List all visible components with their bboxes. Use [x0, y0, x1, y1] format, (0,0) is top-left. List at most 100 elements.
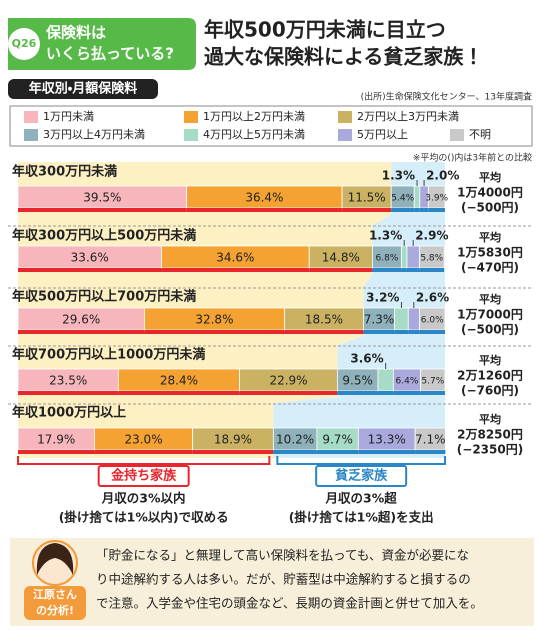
legend-label: 3万円以上4万円未満 — [43, 128, 145, 141]
legend-label: 不明 — [469, 128, 491, 141]
question-box — [8, 18, 196, 70]
badge-circle — [8, 28, 40, 60]
value-label: 18.5% — [305, 313, 343, 327]
underline — [342, 208, 392, 212]
value-label: 9.7% — [322, 433, 353, 447]
legend-label: 1万円以上2万円未満 — [203, 110, 305, 123]
underline — [337, 391, 378, 395]
average-label: 平均 — [479, 353, 501, 367]
legend-swatch — [24, 111, 38, 123]
underline — [144, 330, 285, 334]
source: (出所)生命保険文化センター、13年度調査 — [361, 91, 532, 103]
average-amount: 1万5830円 — [457, 246, 523, 260]
note: ※平均の()内は3年前との比較 — [413, 152, 532, 164]
legend-label: 1万円未満 — [43, 110, 94, 123]
legend-label: 4万円以上5万円未満 — [203, 128, 305, 141]
value-label: 3.9% — [425, 194, 448, 204]
underline — [415, 450, 446, 454]
value-label: 39.5% — [83, 191, 121, 205]
chart-title: 年収別・月額保険料 — [29, 81, 137, 97]
underline — [406, 268, 420, 272]
underline — [391, 208, 415, 212]
value-label: 22.9% — [269, 374, 307, 388]
comment-box — [10, 538, 534, 626]
legend-box — [9, 105, 533, 147]
underline — [419, 330, 445, 334]
row-label: 年収300万円以上500万円未満 — [12, 228, 196, 244]
bar-segment — [394, 307, 409, 331]
value-label: 3.2% — [366, 291, 399, 305]
legend-swatch — [338, 129, 352, 141]
average-change: (−2350円) — [457, 443, 523, 457]
value-label: 32.8% — [195, 313, 233, 327]
underline — [394, 330, 409, 334]
underline — [419, 268, 445, 272]
row-label: 年収1000万円以上 — [12, 405, 126, 421]
headline: 年収500万円未満に目立つ — [204, 18, 446, 42]
value-label: 2.9% — [415, 229, 448, 243]
underline — [393, 391, 421, 395]
value-label: 1.3% — [369, 229, 402, 243]
underline — [186, 208, 343, 212]
group-label: 貧乏家族 — [335, 468, 388, 484]
group-box — [315, 465, 408, 487]
value-label: 2.6% — [416, 291, 449, 305]
value-label: 28.4% — [160, 374, 198, 388]
group-desc: 月収の3%超 — [325, 491, 398, 506]
underline — [18, 450, 95, 454]
legend-swatch — [450, 129, 464, 141]
average-change: (−500円) — [461, 323, 519, 337]
underline — [284, 330, 364, 334]
avatar-hair — [36, 543, 74, 575]
value-label: 33.6% — [71, 251, 109, 265]
underline — [309, 268, 373, 272]
underline — [377, 391, 394, 395]
average-label: 平均 — [479, 412, 501, 426]
value-label: 6.4% — [396, 377, 419, 387]
underline — [428, 208, 445, 212]
person: の分析! — [36, 603, 74, 617]
underline — [420, 391, 445, 395]
value-label: 1.3% — [382, 169, 415, 183]
value-label: 7.1% — [415, 433, 446, 447]
value-label: 5.7% — [421, 377, 444, 387]
underline — [18, 268, 162, 272]
underline — [118, 391, 240, 395]
badge: Q26 — [12, 37, 37, 50]
average-change: (−760円) — [461, 384, 519, 398]
value-label: 36.4% — [245, 191, 283, 205]
average-amount: 2万1260円 — [457, 369, 523, 383]
person-box — [24, 586, 86, 620]
average-change: (−500円) — [461, 201, 519, 215]
group-desc: (掛け捨ては1%以内)で収める — [59, 510, 229, 525]
legend-label: 5万円以上 — [357, 128, 408, 141]
value-label: 2.0% — [426, 169, 459, 183]
value-label: 13.3% — [368, 433, 406, 447]
value-label: 5.8% — [420, 254, 443, 264]
underline — [239, 391, 338, 395]
legend-swatch — [184, 129, 198, 141]
row-label: 年収500万円以上700万円未満 — [12, 289, 196, 305]
group-desc: (掛け捨ては1%超)を支出 — [289, 510, 434, 525]
value-label: 29.6% — [62, 313, 100, 327]
group-box — [97, 465, 190, 487]
value-label: 3.6% — [350, 352, 383, 366]
average-amount: 2万8250円 — [457, 428, 523, 442]
value-label: 6.8% — [375, 254, 398, 264]
average-label: 平均 — [479, 292, 501, 306]
comment-line: 「貯金になる」と無理して高い保険料を払っても、資金が必要にな — [96, 548, 469, 563]
value-label: 11.5% — [348, 191, 386, 205]
value-label: 5.4% — [391, 194, 414, 204]
value-label: 23.0% — [124, 433, 162, 447]
value-label: 34.6% — [216, 251, 254, 265]
legend-swatch — [184, 111, 198, 123]
average-amount: 1万7000円 — [457, 308, 523, 322]
average-amount: 1万4000円 — [457, 186, 523, 200]
underline — [18, 330, 145, 334]
group-bracket — [276, 456, 446, 465]
question: いくら払っている? — [46, 45, 174, 63]
average-label: 平均 — [479, 170, 501, 184]
chart-title-box — [8, 79, 158, 99]
